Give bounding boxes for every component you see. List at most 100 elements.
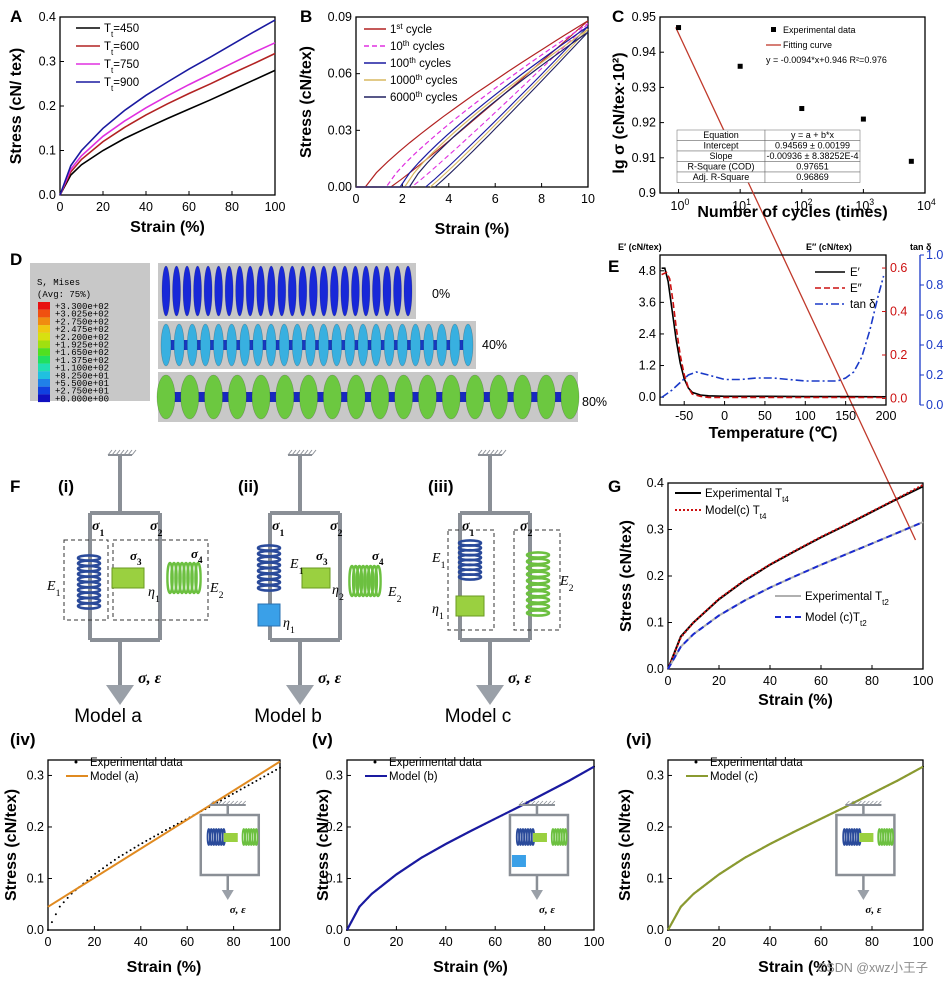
coil-turn — [76, 602, 102, 610]
spring-0pct — [158, 263, 416, 319]
y-tick-label: 0.3 — [647, 523, 664, 537]
spring-80pct — [156, 372, 580, 422]
legend-label-A-0-part: T — [104, 23, 111, 35]
x-tick-label: 100 — [270, 935, 291, 949]
series-G-1 — [667, 484, 924, 670]
plot-frame — [47, 759, 281, 931]
x-tick-label-part: 4 — [931, 197, 936, 207]
dashed-box-c2 — [513, 529, 561, 631]
data-point-bottom — [90, 876, 93, 879]
ylabel-E-mid: E″ (cN/tex) — [806, 242, 852, 252]
x-tick-label: 80 — [225, 200, 239, 214]
ground-hatch — [869, 800, 874, 806]
table-key: Intercept — [703, 141, 739, 151]
legend-marker-bottom — [373, 760, 377, 764]
data-point-bottom — [255, 779, 258, 782]
ylabel-bottom-2: Stress (cN/tex) — [617, 789, 634, 901]
label-eta1-c-part: 1 — [439, 611, 444, 622]
legend-label-B-2: 100th cycles — [390, 56, 451, 71]
spring-core — [164, 340, 470, 350]
legend-label-G-2-part: Experimental T — [805, 591, 882, 603]
ground-hatch — [530, 800, 536, 806]
y-tick-label: 0.3 — [27, 768, 44, 782]
dashpot-eta1-a — [111, 567, 145, 589]
x-tick-label: 20 — [87, 935, 101, 949]
legend-label-B-2-part: 100 — [390, 58, 409, 70]
ground-hatch — [538, 800, 544, 806]
legend-swatch-D — [38, 317, 50, 326]
coil-turn — [366, 564, 375, 598]
legend-label-model-1: Model (b) — [389, 771, 438, 783]
equation-C: y = -0.0094*x+0.946 R²=0.976 — [766, 55, 887, 65]
spring-coil — [204, 374, 223, 420]
x-tick-label: 6 — [492, 192, 499, 206]
label-E1-b: E1 — [289, 557, 304, 577]
coil-turn — [351, 564, 360, 598]
label-s4-a-part: 4 — [198, 555, 203, 565]
data-point-C — [737, 63, 743, 69]
legend-label-A-3-part: T — [104, 77, 111, 89]
legend-value-D: +2.200e+02 — [55, 333, 109, 343]
label-E2-b-part: E — [387, 585, 397, 600]
legend-label-G-1: Model(c) Tt4 — [705, 505, 767, 521]
legend-label-B-4-part: th — [416, 90, 423, 99]
label-E1-c-part: 1 — [441, 560, 446, 571]
label-E1-c-part: E — [431, 551, 441, 566]
label-E2-c-part: E — [559, 574, 569, 589]
data-point-bottom — [125, 851, 128, 854]
ground-hatch — [119, 449, 125, 456]
inset-dashpot-green — [223, 833, 238, 842]
xlabel-bottom-1: Strain (%) — [433, 959, 508, 976]
spring-coil — [418, 374, 437, 420]
y-tick-label: 0.09 — [328, 10, 352, 24]
legend-swatch-D — [38, 363, 50, 372]
coil-turn — [194, 561, 202, 595]
legend-label-exp-0: Experimental data — [90, 757, 183, 769]
series-B-load-3 — [356, 28, 589, 188]
ylabel-G: Stress (cN/tex) — [618, 520, 635, 632]
legend-marker-bottom — [74, 760, 78, 764]
ground-hatch — [295, 449, 301, 456]
coil-turn — [457, 573, 483, 581]
legend-value-D: +0.000e+00 — [55, 394, 109, 404]
spring-coil — [357, 323, 369, 367]
ground-hatch — [493, 449, 499, 456]
ylabel-bottom-0: Stress (cN/tex) — [3, 789, 20, 901]
legend-label-exp-1: Experimental data — [389, 757, 482, 769]
spring-coil — [266, 265, 276, 317]
data-point-bottom — [137, 844, 140, 847]
spring-coil — [383, 323, 395, 367]
ground-hatch — [311, 449, 317, 456]
xlabel-bottom-2: Strain (%) — [758, 959, 833, 976]
data-point-bottom — [168, 826, 171, 829]
output-label-0-part: σ, ε — [138, 670, 162, 687]
xlabel-A: Strain (%) — [130, 219, 205, 236]
data-point-bottom — [231, 792, 234, 795]
x-tick-label-part: 10 — [794, 199, 808, 213]
data-point-bottom — [172, 824, 175, 827]
y-tick-label: 0.00 — [328, 180, 352, 194]
y-tick-label: 0.91 — [632, 151, 656, 165]
sigma1-0: σ1 — [92, 519, 105, 539]
plot-frame — [659, 254, 887, 406]
coil-turn — [355, 564, 364, 598]
output-arrow — [286, 685, 314, 705]
ylabel-A: Stress (cN/ tex) — [8, 48, 25, 165]
label-E2-b-part: 2 — [397, 594, 402, 605]
ground-hatch — [542, 800, 548, 806]
legend-label-A-3-part: t — [111, 84, 114, 93]
fit-table-C: Equation y = a + b*x Intercept 0.94569 ± 0.… — [676, 129, 861, 183]
ground-hatch — [522, 800, 528, 806]
spring-coil — [560, 374, 580, 420]
dashpot-eta2-b — [301, 567, 331, 589]
sigma2-2-part: σ — [520, 519, 528, 534]
ground-hatch — [518, 800, 524, 806]
x-tick-label: 0 — [721, 409, 728, 423]
ground-hatch — [209, 800, 215, 806]
legend-value-D: +1.100e+02 — [55, 364, 109, 374]
sigma2-0-part: 2 — [158, 528, 163, 539]
x-tick-label: 80 — [538, 935, 552, 949]
xlabel-C: Number of cycles (times) — [697, 204, 887, 221]
ground-hatch — [303, 449, 309, 456]
spring-coil — [318, 323, 329, 367]
